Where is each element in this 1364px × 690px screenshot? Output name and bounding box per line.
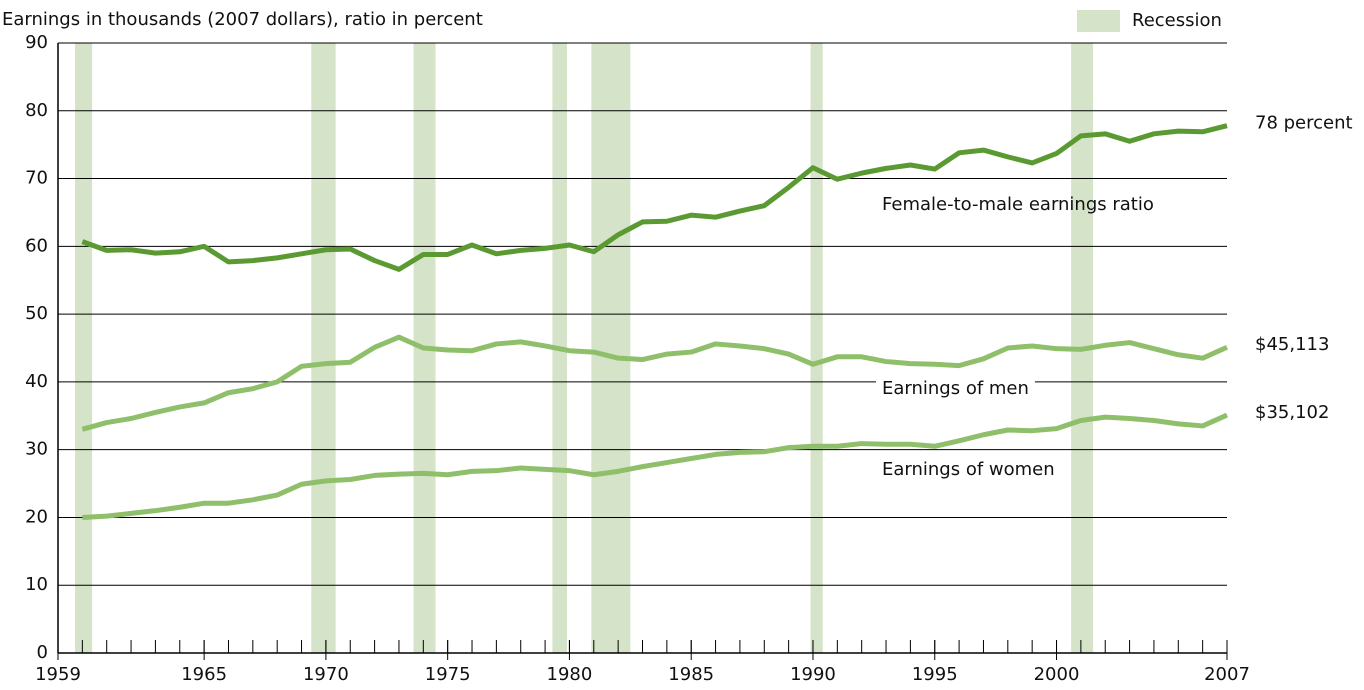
- end-label: $35,102: [1255, 402, 1329, 423]
- y-tick-label: 20: [25, 506, 48, 527]
- y-tick-label: 80: [25, 100, 48, 121]
- x-tick-label: 1959: [35, 664, 81, 685]
- x-tick-label: 1990: [790, 664, 836, 685]
- x-tick-label: 2000: [1034, 664, 1080, 685]
- y-tick-label: 60: [25, 235, 48, 256]
- y-axis-label: Earnings in thousands (2007 dollars), ra…: [2, 9, 483, 30]
- recession-band: [75, 43, 93, 653]
- y-tick-label: 40: [25, 371, 48, 392]
- recession-band: [311, 43, 336, 653]
- y-tick-label: 10: [25, 574, 48, 595]
- y-tick-label: 0: [37, 642, 48, 663]
- series-label: Earnings of men: [882, 378, 1029, 399]
- legend-swatch: [1077, 10, 1120, 32]
- series-label: Female-to-male earnings ratio: [882, 194, 1154, 215]
- x-tick-label: 1985: [668, 664, 714, 685]
- end-label: 78 percent: [1255, 113, 1353, 134]
- x-tick-label: 1980: [547, 664, 593, 685]
- label-background: [876, 457, 1061, 482]
- x-tick-label: 1965: [181, 664, 227, 685]
- x-tick-label: 1970: [303, 664, 349, 685]
- y-tick-label: 30: [25, 439, 48, 460]
- x-tick-label: 1975: [425, 664, 471, 685]
- y-tick-label: 90: [25, 32, 48, 53]
- end-label: $45,113: [1255, 334, 1329, 355]
- x-tick-label: 1995: [912, 664, 958, 685]
- series-line: [81, 123, 1228, 272]
- series-line: [81, 334, 1229, 432]
- recession-band: [810, 43, 823, 653]
- y-tick-label: 50: [25, 303, 48, 324]
- x-tick-label: 2007: [1204, 664, 1250, 685]
- recession-band: [591, 43, 631, 653]
- label-background: [876, 376, 1035, 401]
- series-line: [82, 412, 1229, 520]
- legend-label: Recession: [1132, 10, 1222, 31]
- series-label: Earnings of women: [882, 459, 1055, 480]
- y-tick-label: 70: [25, 168, 48, 189]
